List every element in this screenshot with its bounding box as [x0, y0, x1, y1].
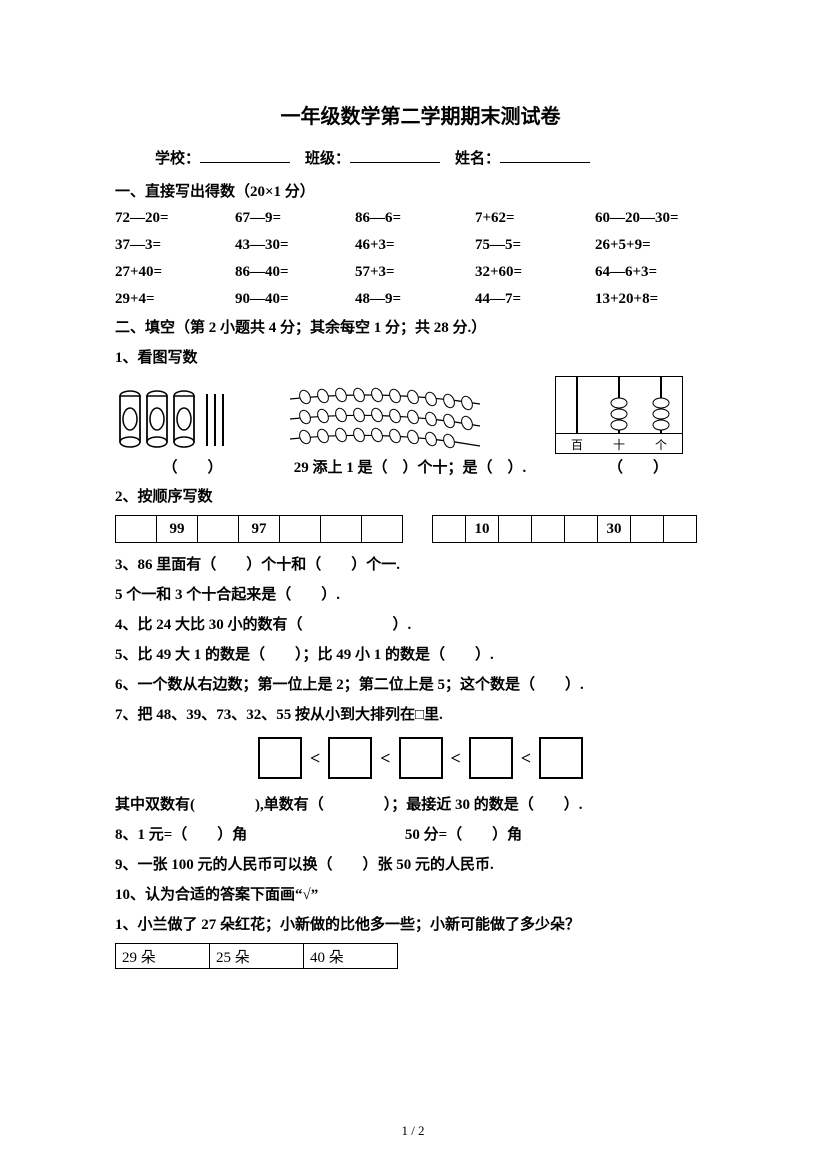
figure-captions: （ ） 29 添上 1 是（ ）个十；是（ ）. （ ）	[115, 456, 726, 477]
sequence-table-b: 10 30	[432, 515, 696, 543]
seq-cell[interactable]	[630, 515, 664, 543]
school-blank[interactable]	[200, 148, 290, 163]
q4: 4、比 24 大比 30 小的数有（ ）.	[115, 613, 726, 637]
exam-page: 一年级数学第二学期期末测试卷 学校： 班级： 姓名： 一、直接写出得数（20×1…	[0, 0, 826, 1169]
eq-cell: 64—6+3=	[595, 264, 735, 281]
eq-cell: 86—6=	[355, 210, 475, 227]
order-box[interactable]	[399, 737, 443, 779]
q8b: 50 分=（ ）角	[405, 827, 522, 843]
class-blank[interactable]	[350, 148, 440, 163]
page-title: 一年级数学第二学期期末测试卷	[115, 100, 726, 129]
eq-cell: 27+40=	[115, 264, 235, 281]
eq-cell: 57+3=	[355, 264, 475, 281]
seq-cell: 99	[156, 515, 198, 543]
q5: 5、比 49 大 1 的数是（ ）；比 49 小 1 的数是（ ）.	[115, 643, 726, 667]
abacus-label: 十	[613, 436, 625, 453]
eq-cell: 90—40=	[235, 291, 355, 308]
eq-cell: 72—20=	[115, 210, 235, 227]
abacus-figure: 百 十 个	[555, 376, 683, 454]
order-box[interactable]	[328, 737, 372, 779]
page-number: 1 / 2	[0, 1123, 826, 1139]
sequence-row: 99 97 10 30	[115, 515, 726, 543]
seq-cell[interactable]	[115, 515, 157, 543]
class-label: 班级：	[305, 151, 350, 167]
caption-a: （ ）	[115, 456, 270, 477]
arithmetic-grid: 72—20= 67—9= 86—6= 7+62= 60—20—30= 37—3=…	[115, 210, 726, 308]
seq-cell[interactable]	[279, 515, 321, 543]
seq-cell[interactable]	[531, 515, 565, 543]
order-box[interactable]	[539, 737, 583, 779]
eq-cell: 37—3=	[115, 237, 235, 254]
sequence-table-a: 99 97	[115, 515, 402, 543]
eq-cell: 60—20—30=	[595, 210, 735, 227]
eq-cell: 29+4=	[115, 291, 235, 308]
abacus-label: 百	[571, 436, 583, 453]
seq-cell[interactable]	[320, 515, 362, 543]
bead-strings-icon	[285, 384, 485, 454]
caption-c: （ ）	[550, 456, 726, 477]
answer-option[interactable]: 40 朵	[303, 943, 398, 969]
abacus-label: 个	[655, 436, 667, 453]
answer-option[interactable]: 25 朵	[209, 943, 304, 969]
eq-cell: 48—9=	[355, 291, 475, 308]
eq-cell: 32+60=	[475, 264, 595, 281]
eq-cell: 44—7=	[475, 291, 595, 308]
q9: 9、一张 100 元的人民币可以换（ ）张 50 元的人民币.	[115, 853, 726, 877]
seq-cell[interactable]	[564, 515, 598, 543]
student-info-line: 学校： 班级： 姓名：	[115, 147, 726, 168]
q8-line: 8、1 元=（ ）角 50 分=（ ）角	[115, 823, 726, 847]
q7b: 其中双数有( ),单数有（ ）；最接近 30 的数是（ ）.	[115, 793, 726, 817]
eq-cell: 43—30=	[235, 237, 355, 254]
less-than-icon: <	[310, 748, 320, 769]
order-box[interactable]	[258, 737, 302, 779]
eq-cell: 46+3=	[355, 237, 475, 254]
section1-heading: 一、直接写出得数（20×1 分）	[115, 180, 726, 204]
seq-cell: 10	[465, 515, 499, 543]
q10-heading: 10、认为合适的答案下面画“√”	[115, 883, 726, 907]
seq-cell[interactable]	[432, 515, 466, 543]
bundles-icon	[115, 384, 255, 454]
less-than-icon: <	[451, 748, 461, 769]
eq-cell: 86—40=	[235, 264, 355, 281]
answer-options-table: 29 朵 25 朵 40 朵	[115, 943, 726, 969]
q1-label: 1、看图写数	[115, 346, 726, 370]
q2-label: 2、按顺序写数	[115, 485, 726, 509]
q7: 7、把 48、39、73、32、55 按从小到大排列在□里.	[115, 703, 726, 727]
q3b: 5 个一和 3 个十合起来是（ ）.	[115, 583, 726, 607]
name-label: 姓名：	[455, 151, 500, 167]
q10-1: 1、小兰做了 27 朵红花；小新做的比他多一些；小新可能做了多少朵？	[115, 913, 726, 937]
answer-option[interactable]: 29 朵	[115, 943, 210, 969]
ordering-boxes: < < < <	[115, 737, 726, 779]
seq-cell[interactable]	[361, 515, 403, 543]
less-than-icon: <	[380, 748, 390, 769]
seq-cell[interactable]	[663, 515, 697, 543]
name-blank[interactable]	[500, 148, 590, 163]
figure-row: 百 十 个	[115, 376, 726, 454]
caption-b: 29 添上 1 是（ ）个十；是（ ）.	[270, 456, 550, 477]
eq-cell: 7+62=	[475, 210, 595, 227]
q3: 3、86 里面有（ ）个十和（ ）个一.	[115, 553, 726, 577]
seq-cell[interactable]	[197, 515, 239, 543]
school-label: 学校：	[155, 151, 200, 167]
seq-cell: 30	[597, 515, 631, 543]
eq-cell: 13+20+8=	[595, 291, 735, 308]
q8a: 8、1 元=（ ）角	[115, 827, 247, 843]
eq-cell: 26+5+9=	[595, 237, 735, 254]
eq-cell: 67—9=	[235, 210, 355, 227]
q6: 6、一个数从右边数；第一位上是 2；第二位上是 5；这个数是（ ）.	[115, 673, 726, 697]
eq-cell: 75—5=	[475, 237, 595, 254]
seq-cell: 97	[238, 515, 280, 543]
seq-cell[interactable]	[498, 515, 532, 543]
order-box[interactable]	[469, 737, 513, 779]
less-than-icon: <	[521, 748, 531, 769]
section2-heading: 二、填空（第 2 小题共 4 分；其余每空 1 分；共 28 分.）	[115, 316, 726, 340]
